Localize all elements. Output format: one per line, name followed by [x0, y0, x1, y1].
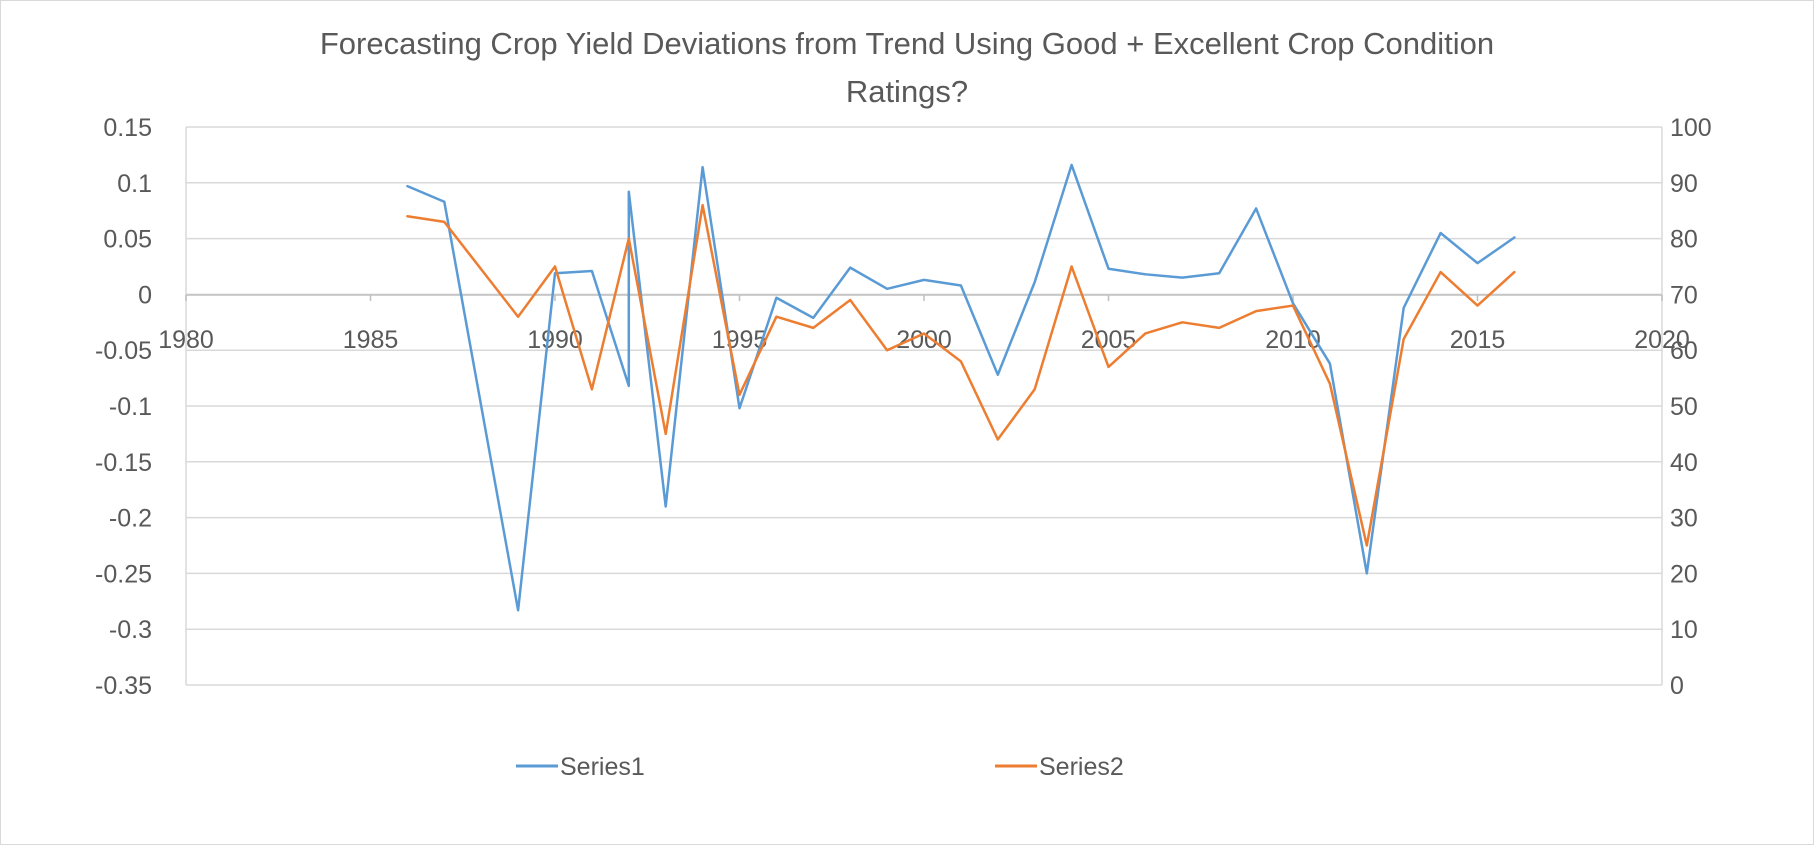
y2-tick-label: 50 — [1670, 393, 1698, 421]
series-line-series1 — [406, 163, 1516, 612]
y-tick-label: 0.05 — [103, 226, 152, 254]
chart-title-line-2: Ratings? — [846, 74, 968, 109]
y2-tick-label: 100 — [1670, 114, 1712, 142]
x-tick-label: 2015 — [1450, 326, 1506, 354]
y-tick-label: -0.35 — [95, 672, 152, 700]
x-tick-label: 2000 — [896, 326, 952, 354]
legend-item: Series2 — [995, 753, 1124, 781]
axes: 0.15 0.1 0.05 0 -0.05 -0.1 -0.15 -0.2 -0.25 -0.3 -… — [95, 114, 1712, 700]
y-tick-label: -0.05 — [95, 337, 152, 365]
legend-label: Series2 — [1039, 753, 1124, 781]
chart-title: Forecasting Crop Yield Deviations from T… — [320, 26, 1494, 109]
y-tick-label: -0.25 — [95, 560, 152, 588]
y-tick-label: -0.2 — [109, 505, 152, 533]
y2-tick-label: 0 — [1670, 672, 1684, 700]
legend: Series1 Series2 — [516, 753, 1124, 781]
series-line-series2 — [406, 203, 1516, 547]
y2-tick-label: 70 — [1670, 281, 1698, 309]
y2-tick-label: 80 — [1670, 226, 1698, 254]
y2-tick-label: 20 — [1670, 560, 1698, 588]
y-tick-label: -0.3 — [109, 616, 152, 644]
y2-tick-label: 30 — [1670, 505, 1698, 533]
grid-lines — [186, 126, 1662, 686]
x-tick-label: 2010 — [1265, 326, 1321, 354]
y-tick-label: -0.1 — [109, 393, 152, 421]
x-tick-label: 2020 — [1634, 326, 1690, 354]
y-tick-label: 0.1 — [117, 170, 152, 198]
y-tick-label: 0 — [138, 281, 152, 309]
x-tick-label: 1980 — [158, 326, 214, 354]
legend-item: Series1 — [516, 753, 645, 781]
y-tick-label: -0.15 — [95, 449, 152, 477]
series-lines — [406, 163, 1516, 612]
x-tick-label: 1985 — [343, 326, 399, 354]
y2-tick-label: 60 — [1670, 337, 1698, 365]
legend-label: Series1 — [560, 753, 645, 781]
y2-tick-label: 10 — [1670, 616, 1698, 644]
y-tick-label: 0.15 — [103, 114, 152, 142]
y2-tick-label: 40 — [1670, 449, 1698, 477]
y2-tick-label: 90 — [1670, 170, 1698, 198]
chart-title-line-1: Forecasting Crop Yield Deviations from T… — [320, 26, 1494, 61]
